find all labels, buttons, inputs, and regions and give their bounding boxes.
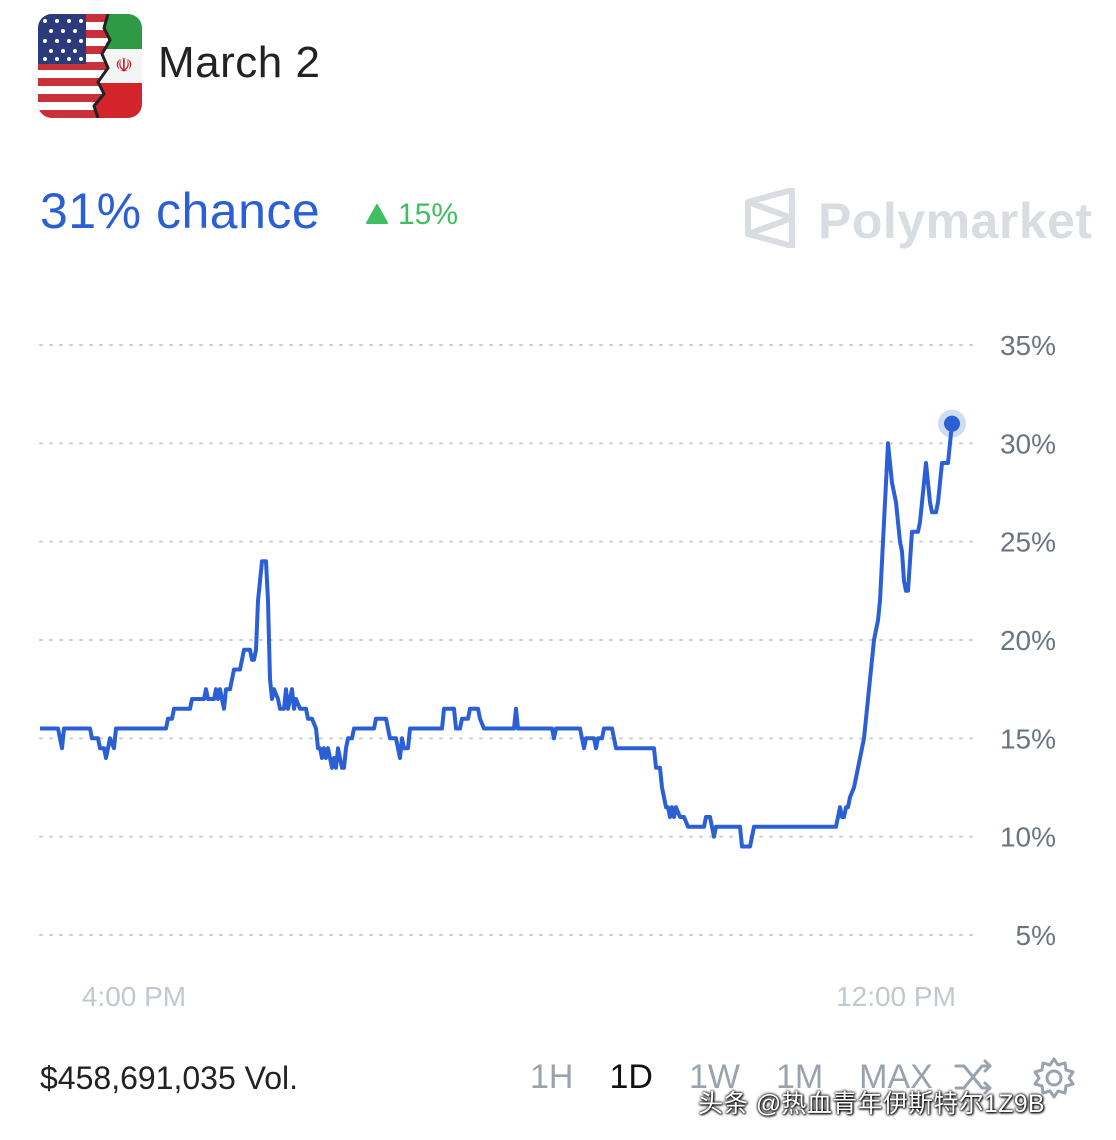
watermark-text: 头条 @热血青年伊斯特尔1Z9B [698, 1090, 1045, 1118]
range-1d[interactable]: 1D [609, 1058, 653, 1096]
range-1w[interactable]: 1W [688, 1058, 740, 1096]
shuffle-icon[interactable] [952, 1056, 994, 1103]
triangle-up-icon [366, 198, 388, 232]
change-value: 15% [398, 198, 459, 231]
range-max[interactable]: MAX [859, 1058, 933, 1096]
gear-icon[interactable] [1032, 1056, 1076, 1105]
grid-lines [39, 344, 979, 936]
current-point [944, 415, 960, 432]
price-chart[interactable]: 35% 30% 25% 20% 15% 10% 5% 4:00 PM 12:00 PM [0, 300, 1116, 1020]
y-tick-label: 10% [1000, 822, 1056, 853]
market-title: March 2 [158, 38, 321, 87]
x-tick-label: 12:00 PM [836, 981, 956, 1012]
x-axis-ticks: 4:00 PM 12:00 PM [82, 981, 956, 1012]
svg-text:☫: ☫ [115, 53, 133, 77]
range-1h[interactable]: 1H [530, 1058, 574, 1096]
chance-value: 31% chance [40, 183, 321, 239]
y-axis-ticks: 35% 30% 25% 20% 15% 10% 5% [1000, 330, 1056, 951]
polymarket-logo-icon [744, 187, 796, 253]
range-1m[interactable]: 1M [775, 1058, 824, 1096]
change-badge: 15% [366, 198, 458, 232]
volume-label: $458,691,035 Vol. [40, 1060, 299, 1096]
y-tick-label: 15% [1000, 723, 1056, 754]
range-selector: 1H 1D 1W 1M MAX [530, 1058, 969, 1097]
y-tick-label: 5% [1016, 920, 1056, 951]
y-tick-label: 35% [1000, 330, 1056, 361]
brand-name: Polymarket [818, 192, 1093, 249]
us-iran-flag-icon: ☫ [38, 14, 142, 118]
price-line [40, 423, 954, 849]
y-tick-label: 30% [1000, 428, 1056, 459]
x-tick-label: 4:00 PM [82, 981, 186, 1012]
y-tick-label: 25% [1000, 527, 1056, 558]
polymarket-brand: Polymarket [744, 187, 1093, 253]
y-tick-label: 20% [1000, 625, 1056, 656]
